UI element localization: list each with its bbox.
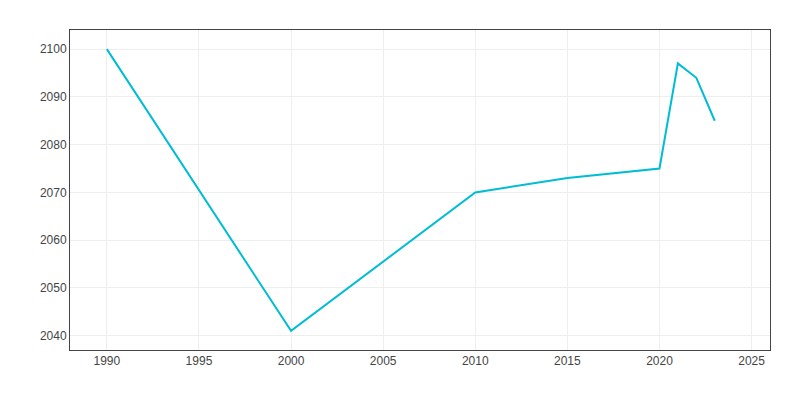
svg-text:2010: 2010 [462,354,489,368]
svg-text:2090: 2090 [40,90,67,104]
svg-text:2070: 2070 [40,186,67,200]
svg-text:1995: 1995 [186,354,213,368]
svg-text:2040: 2040 [40,329,67,343]
svg-text:2050: 2050 [40,281,67,295]
svg-text:1990: 1990 [93,354,120,368]
svg-text:2015: 2015 [554,354,581,368]
svg-text:2080: 2080 [40,138,67,152]
svg-text:2100: 2100 [40,42,67,56]
svg-text:2005: 2005 [370,354,397,368]
svg-text:2020: 2020 [646,354,673,368]
svg-text:2000: 2000 [278,354,305,368]
svg-text:2025: 2025 [738,354,765,368]
svg-text:2060: 2060 [40,233,67,247]
